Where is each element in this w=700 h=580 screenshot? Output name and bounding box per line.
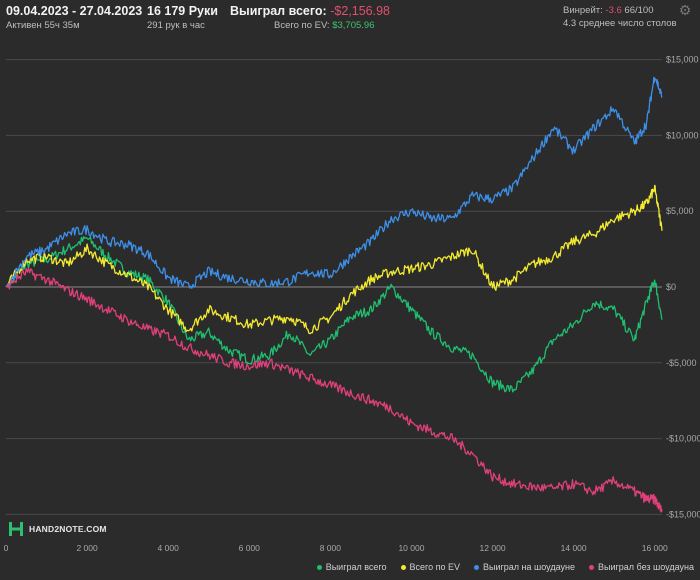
chart-series (5, 76, 663, 513)
y-tick-label: $5,000 (666, 206, 694, 216)
legend-label: Всего по EV (409, 562, 461, 572)
x-tick-label: 8 000 (320, 543, 342, 553)
y-axis: $15,000 $10,000 $5,000 $0 -$5,000 -$10,000 -$1… (666, 55, 700, 520)
legend-label: Выиграл без шоудауна (598, 562, 694, 572)
date-range: 09.04.2023 - 27.04.2023 (6, 4, 143, 18)
legend-item-non-showdown[interactable]: Выиграл без шоудауна (589, 562, 694, 572)
hands-count: 16 179 Руки (147, 4, 218, 18)
y-tick-label: $15,000 (666, 55, 699, 65)
x-tick-label: 2 000 (76, 543, 98, 553)
hands-per-hour: 291 рук в час (147, 20, 205, 31)
won-total-value: -$2,156.98 (330, 4, 390, 18)
gear-icon[interactable]: ⚙ (678, 2, 692, 18)
hand2note-logo-icon (9, 522, 23, 536)
chart-grid (6, 59, 662, 515)
won-total: Выиграл всего: -$2,156.98 (230, 4, 390, 18)
x-tick-label: 4 000 (158, 543, 180, 553)
y-tick-label: $0 (666, 282, 676, 292)
avg-tables: 4.3 среднее число столов (563, 18, 677, 29)
legend-item-ev[interactable]: Всего по EV (400, 562, 461, 572)
y-tick-label: -$10,000 (666, 434, 700, 444)
won-total-label: Выиграл всего: (230, 4, 327, 18)
winrate-value: -3.6 (605, 5, 622, 16)
legend-label: Выиграл всего (325, 562, 387, 572)
x-tick-label: 0 (4, 543, 9, 553)
active-time: Активен 55ч 35м (6, 20, 80, 31)
legend-dot-icon (316, 564, 322, 570)
winrate: Винрейт: -3.6 66/100 (563, 5, 653, 16)
y-tick-label: $10,000 (666, 130, 699, 140)
series-line-2 (5, 76, 663, 289)
series-line-1 (5, 184, 663, 335)
ev-total-label: Всего по EV: (274, 20, 330, 31)
legend-item-showdown[interactable]: Выиграл на шоудауне (474, 562, 575, 572)
y-tick-label: -$5,000 (666, 358, 697, 368)
x-tick-label: 12 000 (480, 543, 506, 553)
legend-dot-icon (589, 564, 594, 570)
ev-total-value: $3,705.96 (332, 20, 375, 31)
legend-dot-icon (474, 564, 480, 570)
legend-dot-icon (400, 564, 406, 570)
x-tick-label: 14 000 (561, 543, 587, 553)
hand2note-logo: HAND2NOTE.COM (8, 521, 107, 537)
series-line-0 (5, 236, 663, 393)
ev-total: Всего по EV: $3,705.96 (274, 20, 374, 31)
winrate-suffix: 66/100 (624, 5, 654, 16)
chart-legend: Выиграл всего Всего по EV Выиграл на шоу… (316, 562, 694, 572)
x-axis: 0 2 000 4 000 6 000 8 000 10 000 12 000 14 000 1… (4, 543, 668, 553)
y-tick-label: -$15,000 (666, 509, 700, 519)
x-tick-label: 6 000 (239, 543, 261, 553)
x-tick-label: 10 000 (398, 543, 424, 553)
logo-text: HAND2NOTE.COM (29, 524, 107, 534)
legend-label: Выиграл на шоудауне (483, 562, 575, 572)
series-line-3 (5, 267, 663, 513)
x-tick-label: 16 000 (642, 543, 668, 553)
legend-item-won[interactable]: Выиграл всего (316, 562, 387, 572)
winrate-label: Винрейт: (563, 5, 603, 16)
